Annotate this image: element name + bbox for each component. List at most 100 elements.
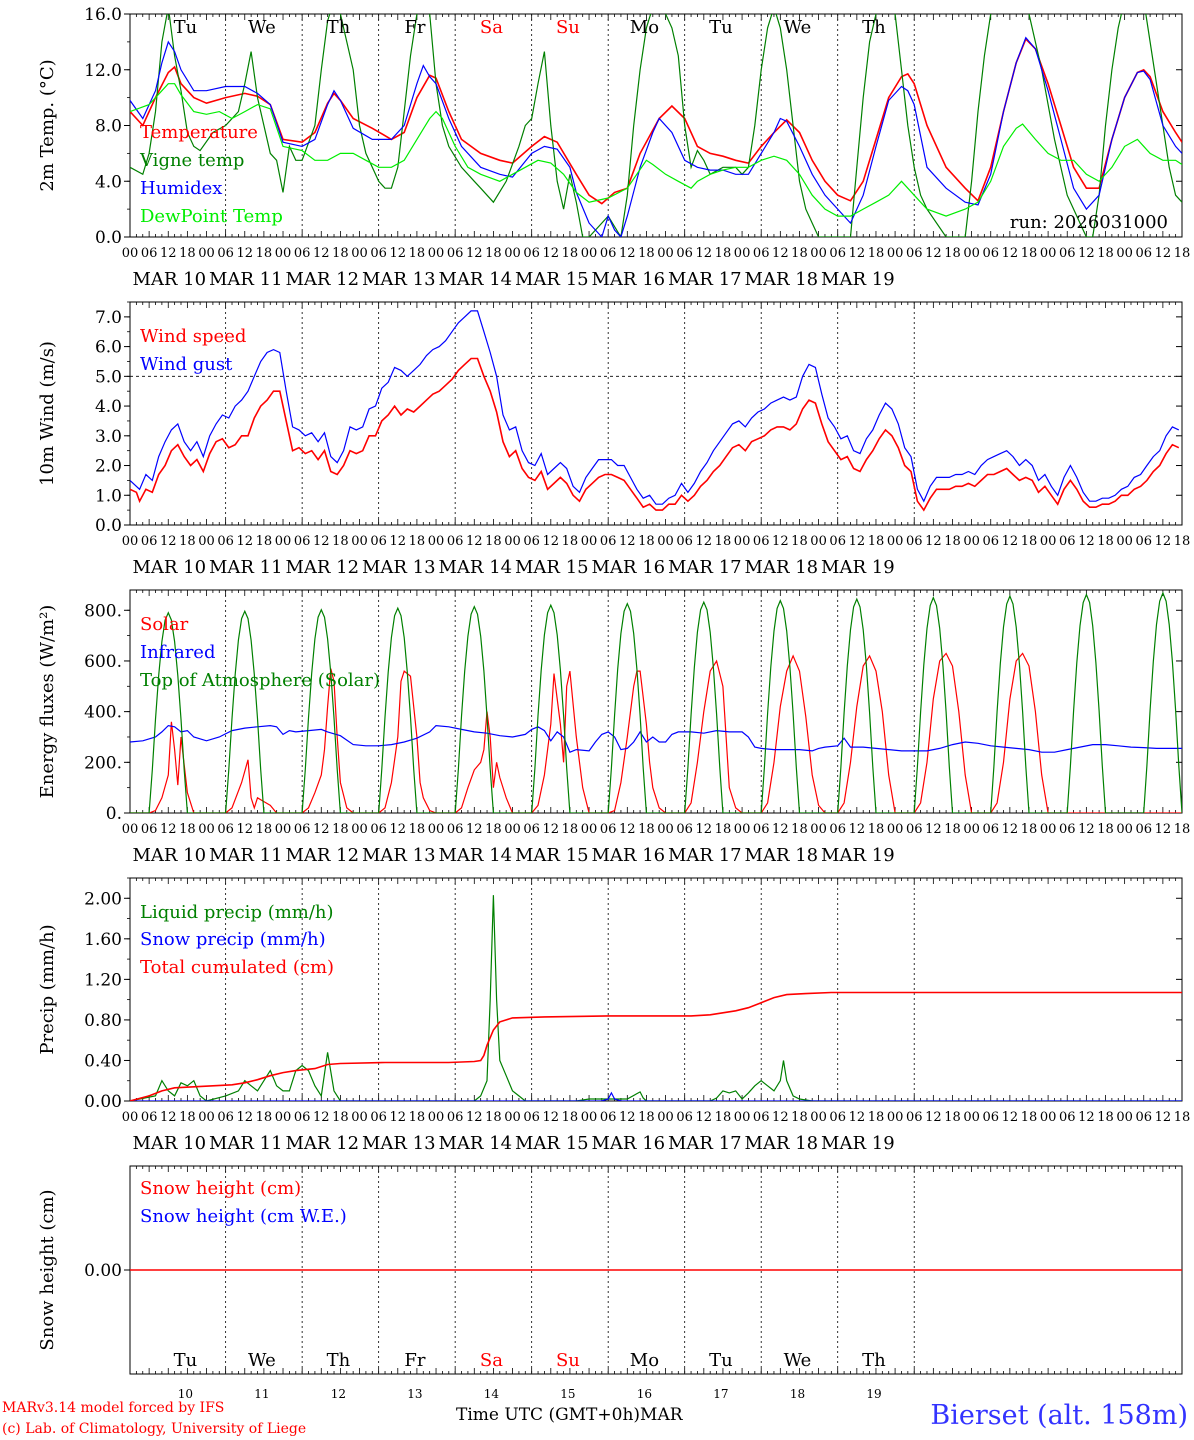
legend-entry: Snow precip (mm/h) xyxy=(140,929,326,950)
hour-label: 06 xyxy=(141,246,158,261)
legend-entry: Snow height (cm) xyxy=(140,1178,301,1199)
hour-label: 06 xyxy=(294,822,311,837)
hour-label: 18 xyxy=(485,822,502,837)
time-axis-label: Time UTC (GMT+0h)MAR xyxy=(456,1405,683,1425)
hour-label: 18 xyxy=(1021,1110,1038,1125)
series-wind-gust xyxy=(130,310,1180,505)
hour-label: 12 xyxy=(772,822,789,837)
hour-label: 18 xyxy=(944,246,961,261)
hour-label: 06 xyxy=(753,822,770,837)
series-total-cumulated-cm- xyxy=(130,991,1182,1101)
hour-label: 06 xyxy=(1135,1110,1152,1125)
hour-label: 06 xyxy=(447,534,464,549)
date-label: MAR 17 xyxy=(668,269,742,290)
hour-label: 12 xyxy=(466,534,483,549)
hour-label: 18 xyxy=(638,246,655,261)
hour-label: 00 xyxy=(657,534,674,549)
y-tick-label: 8.0 xyxy=(95,117,122,137)
y-tick-label: 7.0 xyxy=(95,308,122,328)
hour-label: 18 xyxy=(868,822,885,837)
hour-label: 06 xyxy=(753,1110,770,1125)
hour-label: 06 xyxy=(676,534,693,549)
series-humidex xyxy=(130,36,1182,237)
hour-label: 18 xyxy=(1174,822,1191,837)
hour-label: 00 xyxy=(887,822,904,837)
y-tick-label: 4.0 xyxy=(95,172,122,192)
hour-label: 00 xyxy=(581,246,598,261)
hour-label: 12 xyxy=(696,534,713,549)
hour-label: 00 xyxy=(734,534,751,549)
hour-label: 06 xyxy=(141,534,158,549)
weekday-label-bottom: Sa xyxy=(480,1350,503,1371)
y-tick-label: 0.40 xyxy=(84,1051,122,1071)
y-tick-label: 2.0 xyxy=(95,457,122,477)
date-label: MAR 19 xyxy=(821,1133,895,1154)
hour-label: 18 xyxy=(715,822,732,837)
hour-label: 00 xyxy=(887,1110,904,1125)
y-axis-label: Precip (mm/h) xyxy=(37,924,58,1054)
hour-label: 18 xyxy=(562,822,579,837)
hour-label: 18 xyxy=(1097,246,1114,261)
hour-label: 18 xyxy=(791,1110,808,1125)
hour-label: 12 xyxy=(1002,822,1019,837)
hour-label: 06 xyxy=(1135,246,1152,261)
hour-label: 06 xyxy=(523,534,540,549)
hour-label: 12 xyxy=(543,246,560,261)
hour-label: 18 xyxy=(1097,822,1114,837)
hour-label: 06 xyxy=(906,534,923,549)
day-number: 11 xyxy=(254,1387,269,1398)
weekday-label-bottom: We xyxy=(784,1350,812,1371)
y-tick-label: 200. xyxy=(84,753,122,773)
y-tick-label: 400. xyxy=(84,703,122,723)
hour-label: 06 xyxy=(829,534,846,549)
weekday-label-top: Th xyxy=(327,17,351,38)
date-label: MAR 15 xyxy=(515,269,589,290)
hour-label: 00 xyxy=(122,1110,139,1125)
hour-label: 18 xyxy=(868,534,885,549)
hour-label: 00 xyxy=(1040,534,1057,549)
hour-label: 00 xyxy=(428,534,445,549)
y-axis-label: Energy fluxes (W/m²) xyxy=(37,605,58,799)
station-label: Bierset (alt. 158m) xyxy=(930,1400,1188,1431)
run-label: run: 2026031000 xyxy=(1010,212,1168,233)
hour-label: 18 xyxy=(791,534,808,549)
legend-entry: Snow height (cm W.E.) xyxy=(140,1206,347,1227)
hour-label: 06 xyxy=(523,1110,540,1125)
weekday-label-top: Su xyxy=(556,17,580,38)
legend-entry: Infrared xyxy=(140,642,215,663)
hour-label: 12 xyxy=(1078,246,1095,261)
series-wind-speed xyxy=(130,357,1180,512)
hour-label: 12 xyxy=(543,534,560,549)
hour-label: 12 xyxy=(1002,1110,1019,1125)
date-label: MAR 18 xyxy=(745,845,819,866)
date-label: MAR 13 xyxy=(362,1133,436,1154)
hour-label: 00 xyxy=(1116,822,1133,837)
weekday-label-bottom: Tu xyxy=(709,1350,733,1371)
hour-label: 00 xyxy=(351,246,368,261)
hour-label: 12 xyxy=(543,822,560,837)
hour-label: 18 xyxy=(485,534,502,549)
hour-label: 06 xyxy=(447,822,464,837)
hour-label: 06 xyxy=(523,246,540,261)
hour-label: 06 xyxy=(217,822,234,837)
hour-label: 06 xyxy=(447,246,464,261)
date-label: MAR 19 xyxy=(821,269,895,290)
date-label: MAR 14 xyxy=(438,269,512,290)
hour-label: 12 xyxy=(849,822,866,837)
hour-label: 18 xyxy=(791,246,808,261)
hour-label: 06 xyxy=(753,534,770,549)
hour-label: 18 xyxy=(179,1110,196,1125)
panel-4 xyxy=(124,877,1183,1102)
hour-label: 00 xyxy=(198,1110,215,1125)
hour-label: 18 xyxy=(179,822,196,837)
hour-label: 00 xyxy=(504,822,521,837)
hour-label: 06 xyxy=(676,822,693,837)
y-tick-label: 2.00 xyxy=(84,889,122,909)
hour-label: 00 xyxy=(428,1110,445,1125)
hour-label: 06 xyxy=(982,1110,999,1125)
date-label: MAR 18 xyxy=(745,269,819,290)
hour-label: 12 xyxy=(1078,534,1095,549)
date-label: MAR 14 xyxy=(438,557,512,578)
hour-label: 00 xyxy=(887,534,904,549)
hour-label: 18 xyxy=(409,534,426,549)
